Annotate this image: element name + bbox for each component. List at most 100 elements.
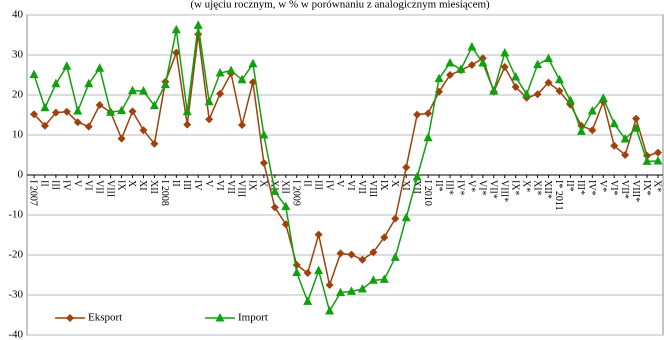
point — [380, 233, 389, 242]
point — [500, 48, 510, 57]
point — [303, 269, 312, 277]
point — [314, 230, 323, 239]
point — [182, 106, 192, 116]
point — [40, 121, 49, 130]
point — [533, 90, 542, 99]
point — [259, 159, 268, 167]
point — [632, 114, 641, 123]
x-tick-label: VI — [82, 180, 93, 191]
x-tick-label: V — [71, 180, 82, 188]
point — [357, 284, 367, 293]
x-tick-label: II — [170, 180, 181, 187]
point — [40, 102, 50, 112]
point — [369, 248, 378, 257]
point — [204, 96, 214, 106]
point — [379, 274, 389, 283]
point — [347, 250, 356, 259]
point — [336, 249, 345, 258]
point — [511, 72, 521, 81]
point — [402, 163, 411, 172]
x-tick-label: IV* — [455, 180, 466, 196]
point — [565, 95, 575, 105]
x-tick-label: V* — [466, 180, 477, 192]
x-tick-label: IX* — [509, 180, 520, 196]
x-tick-label: III* — [444, 180, 455, 195]
point — [95, 63, 105, 72]
point — [325, 306, 335, 315]
point — [138, 86, 148, 95]
x-tick-label: VI* — [477, 180, 488, 196]
point — [160, 79, 170, 89]
point — [423, 132, 433, 142]
x-tick-label: VII — [225, 180, 236, 194]
legend-marker — [66, 314, 74, 322]
point — [631, 123, 641, 132]
x-tick-label: II* — [564, 180, 575, 192]
point — [336, 287, 346, 297]
point — [456, 64, 466, 73]
point — [642, 156, 652, 165]
x-tick-label: III — [181, 180, 192, 190]
point — [51, 108, 60, 117]
x-tick-label: X* — [520, 180, 531, 192]
x-tick-label: VIII — [367, 180, 378, 197]
x-tick-label: IV — [192, 180, 203, 191]
x-tick-label: I 2010 — [422, 180, 433, 206]
point — [391, 214, 400, 223]
point — [139, 126, 148, 135]
point — [358, 255, 367, 264]
legend-label: Eksport — [88, 312, 122, 324]
x-tick-label: XII — [148, 180, 159, 194]
point — [554, 74, 564, 84]
x-tick-label: X — [126, 180, 137, 188]
point — [609, 118, 619, 128]
point — [522, 89, 532, 98]
point — [598, 93, 608, 102]
point — [51, 78, 61, 88]
point — [544, 78, 553, 87]
point — [412, 172, 422, 181]
legend-label: Import — [238, 312, 268, 324]
point — [128, 107, 137, 116]
y-tick-label: -40 — [8, 329, 23, 340]
x-tick-label: I 2009 — [290, 180, 301, 206]
point — [84, 122, 93, 131]
point — [62, 107, 71, 116]
x-tick-label: XI* — [531, 180, 542, 196]
point — [30, 110, 38, 119]
point — [314, 265, 324, 275]
y-tick-label: -10 — [8, 209, 23, 221]
point — [29, 69, 39, 79]
x-tick-label: II* — [433, 180, 444, 192]
y-tick-label: 30 — [12, 49, 24, 61]
x-tick-label: VI — [345, 180, 356, 191]
point — [654, 148, 662, 157]
y-tick-label: -30 — [8, 289, 23, 301]
x-tick-label: IV — [61, 180, 72, 191]
series-line — [33, 25, 659, 313]
point — [621, 151, 630, 159]
y-tick-label: 10 — [12, 129, 24, 141]
y-tick-label: -20 — [8, 249, 23, 261]
point — [73, 118, 82, 127]
x-tick-label: I 2007 — [28, 180, 39, 206]
x-tick-label: III — [50, 180, 61, 190]
x-tick-label: VIII* — [630, 180, 641, 202]
x-tick-label: I* 2011 — [553, 180, 564, 210]
point — [73, 106, 83, 115]
point — [587, 106, 597, 115]
x-tick-label: VII* — [487, 180, 498, 199]
point — [216, 89, 225, 98]
point — [259, 130, 269, 139]
point — [511, 83, 520, 91]
x-tick-label: V — [203, 180, 214, 188]
x-tick-label: VIII — [104, 180, 115, 197]
point — [226, 65, 236, 75]
point — [84, 78, 94, 88]
x-tick-label: II — [301, 180, 312, 187]
x-tick-label: IX — [115, 180, 126, 191]
point — [281, 201, 291, 211]
point — [106, 107, 116, 116]
point — [238, 121, 246, 129]
point — [193, 20, 203, 29]
